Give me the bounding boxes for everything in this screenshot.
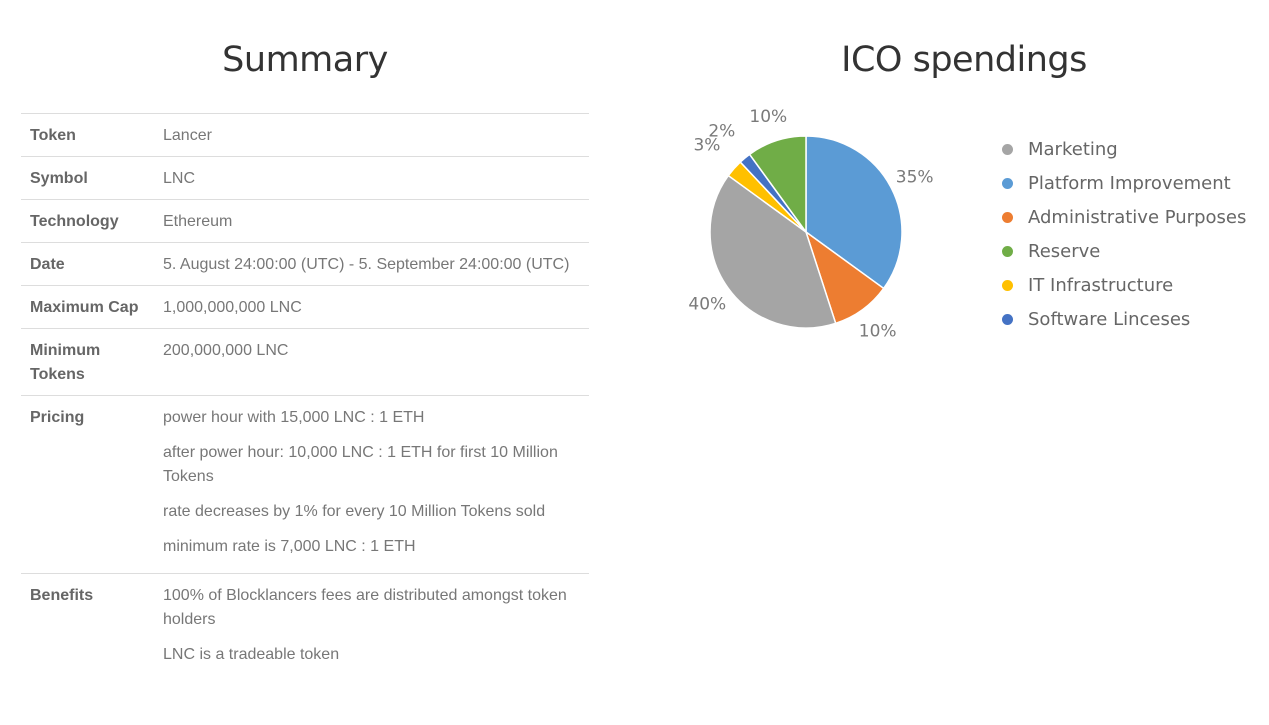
summary-value-line: Lancer <box>163 127 212 144</box>
pie-label-reserve: 10% <box>749 107 787 127</box>
summary-value-line: power hour with 15,000 LNC : 1 ETH <box>163 409 425 426</box>
summary-row-value: 5. August 24:00:00 (UTC) - 5. September … <box>154 243 589 286</box>
summary-row: Maximum Cap 1,000,000,000 LNC <box>21 285 589 329</box>
summary-row-key: Technology <box>30 213 119 230</box>
legend-item: Software Linceses <box>1002 302 1246 336</box>
pie-label-marketing: 40% <box>688 295 726 315</box>
summary-row-key: Benefits <box>30 587 94 604</box>
summary-row-key: Date <box>30 256 65 273</box>
pie-label-administrative-purposes: 10% <box>859 322 897 342</box>
ico-spendings-section: ICO spendings 35% 10% 40% 3% 2% 10% Marketing… <box>640 0 1269 725</box>
legend-swatch <box>1002 245 1013 257</box>
legend-label: Marketing <box>1028 138 1118 160</box>
summary-row-key: Minimum Tokens <box>30 342 101 383</box>
summary-value-line: after power hour: 10,000 LNC : 1 ETH for… <box>163 444 558 485</box>
legend-swatch <box>1002 143 1013 155</box>
summary-row-key: Maximum Cap <box>30 299 139 316</box>
summary-row: Date 5. August 24:00:00 (UTC) - 5. Septem… <box>21 242 589 286</box>
legend-label: IT Infrastructure <box>1028 274 1174 296</box>
summary-row-value: 100% of Blocklancers fees are distribute… <box>154 574 589 682</box>
summary-row-key: Symbol <box>30 170 88 187</box>
summary-row-value: Ethereum <box>154 200 589 243</box>
summary-row: Symbol LNC <box>21 156 589 200</box>
summary-value-line: 200,000,000 LNC <box>163 342 289 359</box>
legend-item: Platform Improvement <box>1002 166 1246 200</box>
chart-title: ICO spendings <box>841 40 1087 80</box>
summary-value-line: 100% of Blocklancers fees are distribute… <box>163 587 567 628</box>
pie-slice-platform-improvement <box>805 135 903 290</box>
summary-row-value: LNC <box>154 157 589 200</box>
legend-label: Administrative Purposes <box>1028 206 1247 228</box>
legend-item: Administrative Purposes <box>1002 200 1246 234</box>
legend-label: Platform Improvement <box>1028 172 1231 194</box>
summary-row: Technology Ethereum <box>21 199 589 243</box>
pie-slice-marketing <box>709 174 837 329</box>
legend-swatch <box>1002 279 1013 291</box>
summary-row-value: Lancer <box>154 114 589 157</box>
pie-label-it-infrastructure: 3% <box>693 136 720 156</box>
legend-label: Reserve <box>1028 240 1101 262</box>
legend-swatch <box>1002 177 1013 189</box>
legend-item: Marketing <box>1002 132 1246 166</box>
summary-value-line: minimum rate is 7,000 LNC : 1 ETH <box>163 538 416 555</box>
legend-swatch <box>1002 211 1013 223</box>
summary-row-key: Pricing <box>30 409 85 426</box>
summary-row: Token Lancer <box>21 113 589 157</box>
pie-chart: 35% 10% 40% 3%2% 10% <box>688 107 934 342</box>
pie-slice-reserve <box>748 135 807 235</box>
chart-legend: Marketing Platform Improvement Administrat… <box>1002 132 1246 336</box>
summary-row-value: 200,000,000 LNC <box>154 329 589 396</box>
summary-value-line: Ethereum <box>163 213 233 230</box>
legend-swatch <box>1002 313 1013 325</box>
legend-item: Reserve <box>1002 234 1246 268</box>
summary-row-value: power hour with 15,000 LNC : 1 ETH after … <box>154 396 589 574</box>
pie-label-software-linceses: 2% <box>708 121 735 141</box>
summary-row: Pricing power hour with 15,000 LNC : 1 ET… <box>21 395 589 574</box>
pie-label-platform-improvement: 35% <box>896 168 934 188</box>
summary-table: Token Lancer Symbol LNC Technology Ethereum Da… <box>21 113 589 681</box>
summary-value-line: 1,000,000,000 LNC <box>163 299 302 316</box>
summary-value-line: 5. August 24:00:00 (UTC) - 5. September … <box>163 256 570 273</box>
legend-label: Software Linceses <box>1028 308 1191 330</box>
summary-row: Minimum Tokens 200,000,000 LNC <box>21 328 589 396</box>
legend-item: IT Infrastructure <box>1002 268 1246 302</box>
summary-row-value: 1,000,000,000 LNC <box>154 286 589 329</box>
summary-row-key: Token <box>30 127 76 144</box>
summary-value-line: LNC is a tradeable token <box>163 646 340 663</box>
summary-title: Summary <box>222 40 388 80</box>
summary-value-line: rate decreases by 1% for every 10 Millio… <box>163 503 546 520</box>
summary-row: Benefits 100% of Blocklancers fees are di… <box>21 573 589 682</box>
summary-value-line: LNC <box>163 170 196 187</box>
